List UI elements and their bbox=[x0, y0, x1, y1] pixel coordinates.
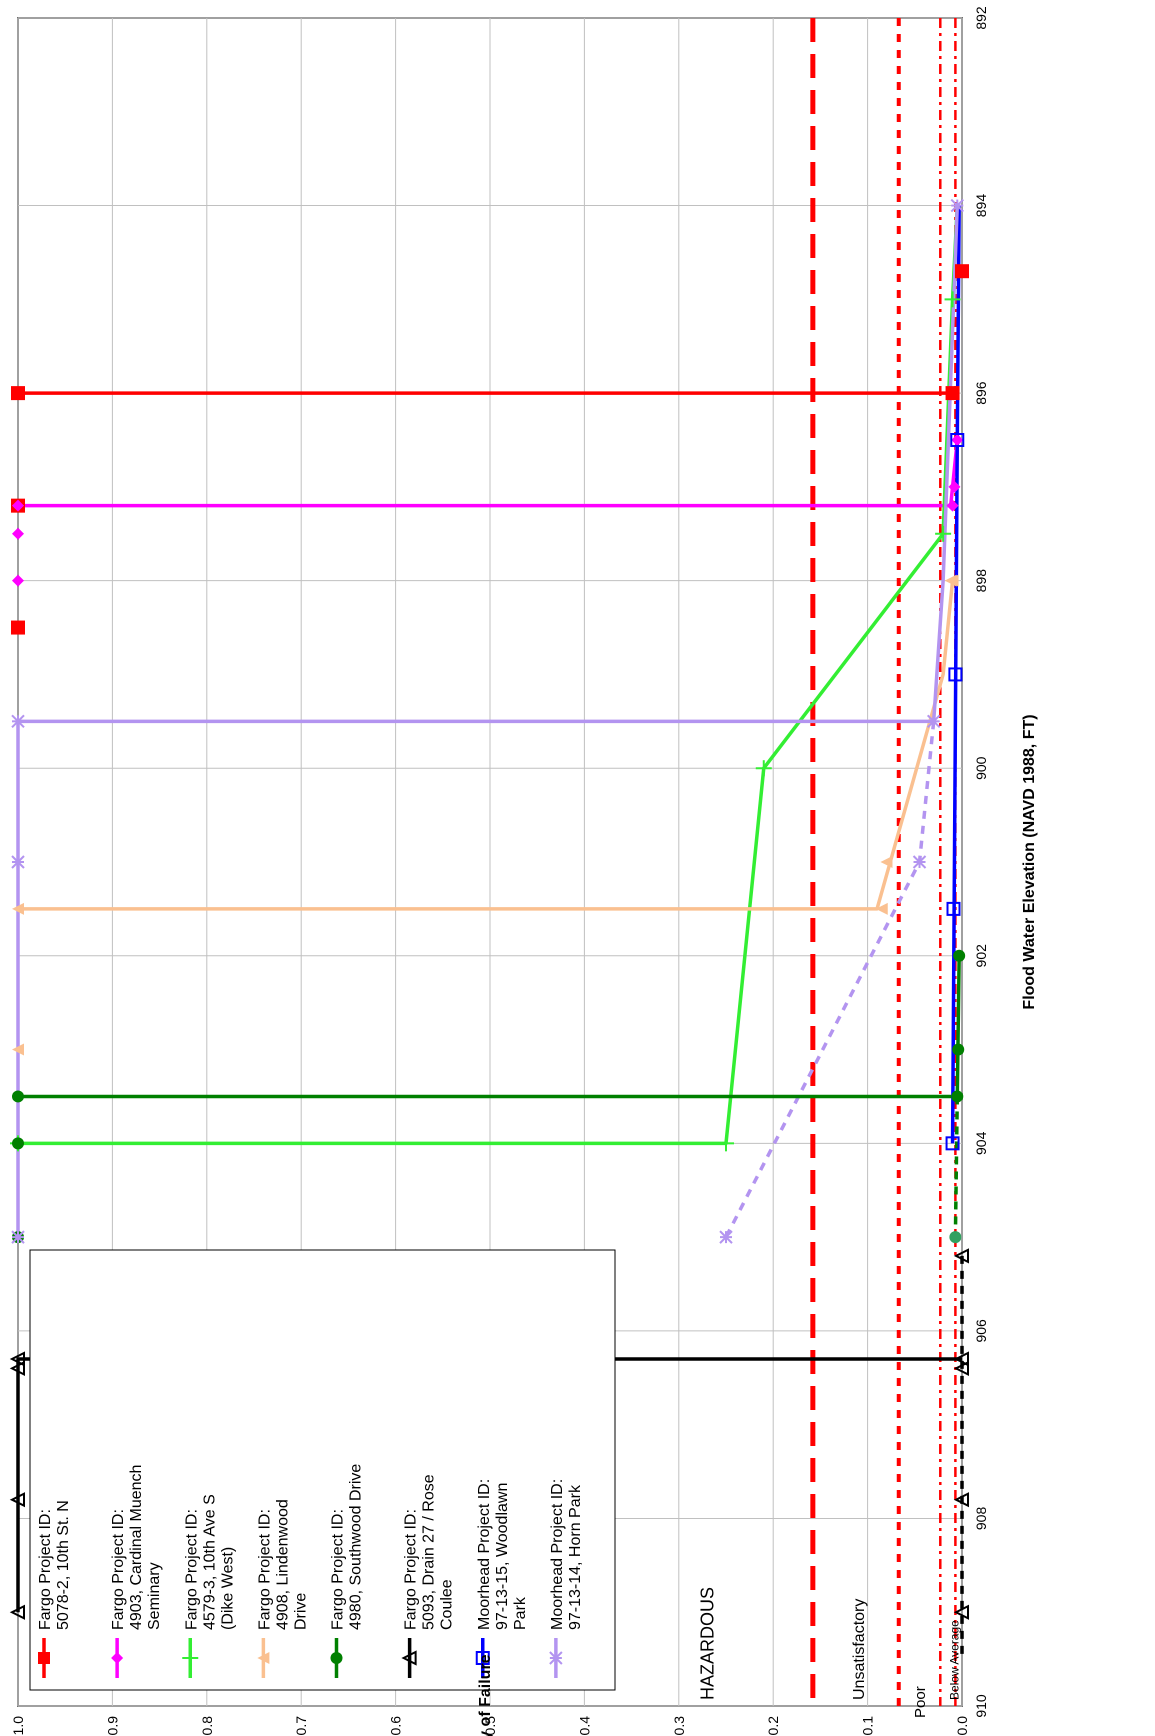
legend: Fargo Project ID:5078-2, 10th St. N Fargo… bbox=[30, 1250, 615, 1690]
data-point-series-7 bbox=[951, 200, 963, 212]
data-point-series-7 bbox=[12, 1231, 24, 1243]
data-point-series-4 bbox=[12, 1090, 24, 1102]
legend-marker-4 bbox=[331, 1652, 343, 1664]
x-tick-label: 906 bbox=[973, 1319, 989, 1343]
legend-label-7: Moorhead Project ID:97-13-14, Horn Park bbox=[549, 1479, 584, 1630]
x-tick-label: 896 bbox=[973, 381, 989, 405]
legend-label-0: Fargo Project ID:5078-2, 10th St. N bbox=[37, 1500, 72, 1630]
y-tick-label: 0.1 bbox=[860, 1716, 876, 1736]
x-tick-label: 902 bbox=[973, 944, 989, 968]
data-point-series-7 bbox=[12, 715, 24, 727]
zone-label: Unsatisfactory bbox=[851, 1599, 868, 1700]
zone-label: HAZARDOUS bbox=[697, 1587, 717, 1700]
x-tick-label: 904 bbox=[973, 1131, 989, 1155]
x-tick-label: 908 bbox=[973, 1507, 989, 1531]
x-tick-label: 898 bbox=[973, 569, 989, 593]
x-tick-label: 910 bbox=[973, 1694, 989, 1718]
extra-marker-1 bbox=[720, 1231, 732, 1243]
y-tick-label: 0.7 bbox=[293, 1716, 309, 1736]
legend-marker-0 bbox=[38, 1652, 50, 1664]
y-tick-label: 0.9 bbox=[104, 1716, 120, 1736]
y-tick-label: 1.0 bbox=[10, 1716, 26, 1736]
legend-marker-7 bbox=[550, 1652, 562, 1664]
x-axis-title: Flood Water Elevation (NAVD 1988, FT) bbox=[1021, 714, 1038, 1009]
zone-label: Below Average bbox=[948, 1620, 962, 1700]
y-tick-label: 0.0 bbox=[954, 1716, 970, 1736]
data-point-series-4 bbox=[951, 1090, 963, 1102]
data-point-series-4 bbox=[12, 1137, 24, 1149]
y-tick-label: 0.4 bbox=[576, 1716, 592, 1736]
data-point-series-0 bbox=[11, 621, 25, 635]
data-point-series-4 bbox=[952, 1044, 964, 1056]
extra-marker-0 bbox=[914, 856, 926, 868]
x-tick-label: 892 bbox=[973, 6, 989, 30]
zone-label: Poor bbox=[912, 1686, 929, 1718]
y-tick-label: 0.3 bbox=[671, 1716, 687, 1736]
data-point-series-4 bbox=[953, 950, 965, 962]
extra-marker-2 bbox=[949, 1231, 961, 1243]
y-tick-label: 0.8 bbox=[199, 1716, 215, 1736]
data-point-series-7 bbox=[928, 715, 940, 727]
y-tick-label: 0.2 bbox=[765, 1716, 781, 1736]
y-axis-title: Probability of Failure bbox=[477, 1654, 494, 1736]
data-point-series-7 bbox=[12, 856, 24, 868]
data-point-series-0 bbox=[946, 386, 960, 400]
y-tick-label: 0.6 bbox=[388, 1716, 404, 1736]
x-tick-label: 900 bbox=[973, 756, 989, 780]
extra-marker-4 bbox=[956, 265, 968, 277]
x-tick-label: 894 bbox=[973, 194, 989, 218]
data-point-series-0 bbox=[11, 386, 25, 400]
